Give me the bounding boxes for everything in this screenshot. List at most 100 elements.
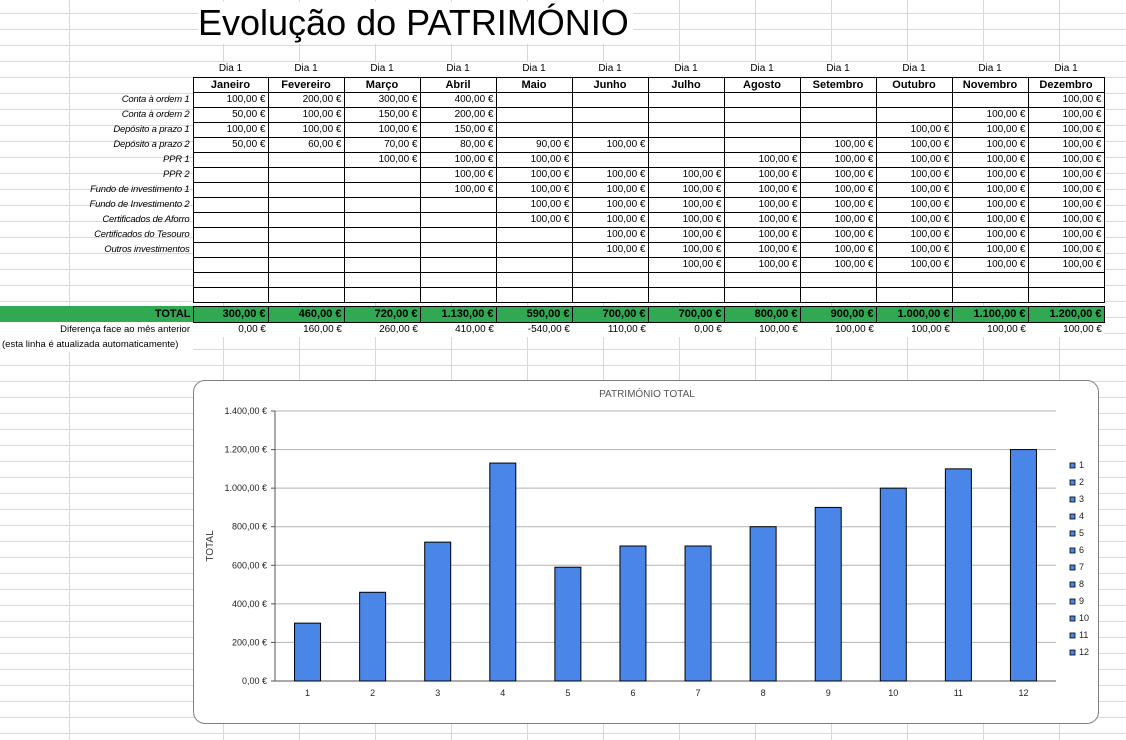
value-cell[interactable] [571, 271, 649, 288]
value-cell[interactable] [571, 121, 649, 138]
value-cell[interactable]: 60,00 € [267, 136, 345, 153]
month-header[interactable]: Julho [647, 76, 725, 93]
value-cell[interactable]: 150,00 € [343, 106, 421, 123]
difference-cell[interactable]: -540,00 € [496, 322, 572, 337]
value-cell[interactable] [343, 181, 421, 198]
value-cell[interactable]: 100,00 € [799, 256, 877, 273]
value-cell[interactable] [495, 121, 573, 138]
total-cell[interactable]: 720,00 € [343, 305, 421, 323]
value-cell[interactable] [571, 286, 649, 303]
month-header[interactable]: Agosto [723, 76, 801, 93]
day-label-cell[interactable]: Dia 1 [420, 62, 496, 77]
value-cell[interactable]: 100,00 € [723, 166, 801, 183]
difference-label[interactable]: Diferença face ao mês anterior [0, 322, 193, 337]
value-cell[interactable]: 100,00 € [647, 166, 725, 183]
value-cell[interactable]: 100,00 € [799, 241, 877, 258]
value-cell[interactable] [343, 226, 421, 243]
row-label[interactable]: Depósito a prazo 2 [113, 138, 190, 150]
value-cell[interactable] [951, 286, 1029, 303]
row-label[interactable]: PPR 1 [163, 153, 190, 165]
value-cell[interactable] [267, 226, 345, 243]
total-cell[interactable]: 700,00 € [647, 305, 725, 323]
row-label[interactable]: Depósito a prazo 1 [113, 123, 190, 135]
row-label[interactable]: Fundo de Investimento 2 [89, 198, 190, 210]
value-cell[interactable]: 400,00 € [419, 91, 497, 108]
value-cell[interactable] [647, 136, 725, 153]
value-cell[interactable]: 100,00 € [951, 166, 1029, 183]
value-cell[interactable]: 100,00 € [647, 211, 725, 228]
value-cell[interactable] [267, 271, 345, 288]
value-cell[interactable] [723, 286, 801, 303]
value-cell[interactable] [875, 91, 953, 108]
value-cell[interactable]: 100,00 € [951, 181, 1029, 198]
total-cell[interactable]: 460,00 € [267, 305, 345, 323]
value-cell[interactable] [647, 106, 725, 123]
value-cell[interactable] [192, 241, 269, 258]
total-cell[interactable]: 1.000,00 € [875, 305, 953, 323]
value-cell[interactable] [267, 286, 345, 303]
value-cell[interactable] [267, 241, 345, 258]
value-cell[interactable]: 100,00 € [951, 151, 1029, 168]
value-cell[interactable] [571, 91, 649, 108]
blank-cell[interactable] [0, 62, 193, 77]
value-cell[interactable] [495, 271, 573, 288]
value-cell[interactable] [723, 136, 801, 153]
row-label[interactable] [0, 257, 193, 272]
value-cell[interactable] [875, 271, 953, 288]
value-cell[interactable] [799, 106, 877, 123]
value-cell[interactable] [192, 226, 269, 243]
difference-cell[interactable]: 100,00 € [876, 322, 952, 337]
value-cell[interactable]: 200,00 € [267, 91, 345, 108]
day-label-cell[interactable]: Dia 1 [952, 62, 1028, 77]
row-label[interactable]: Fundo de investimento 1 [90, 183, 190, 195]
value-cell[interactable]: 100,00 € [419, 181, 497, 198]
row-label[interactable]: Outros investimentos [104, 243, 190, 255]
total-cell[interactable]: 590,00 € [495, 305, 573, 323]
total-cell[interactable]: 1.130,00 € [419, 305, 497, 323]
value-cell[interactable]: 100,00 € [267, 121, 345, 138]
value-cell[interactable] [875, 106, 953, 123]
value-cell[interactable]: 100,00 € [875, 226, 953, 243]
total-cell[interactable]: 1.100,00 € [951, 305, 1029, 323]
value-cell[interactable] [343, 286, 421, 303]
row-label[interactable]: Certificados de Aforro [102, 213, 190, 225]
difference-cell[interactable]: 100,00 € [952, 322, 1028, 337]
day-label-cell[interactable]: Dia 1 [344, 62, 420, 77]
value-cell[interactable]: 100,00 € [1027, 106, 1105, 123]
value-cell[interactable]: 150,00 € [419, 121, 497, 138]
value-cell[interactable] [495, 106, 573, 123]
value-cell[interactable]: 100,00 € [799, 166, 877, 183]
value-cell[interactable] [647, 286, 725, 303]
value-cell[interactable]: 100,00 € [951, 241, 1029, 258]
value-cell[interactable]: 100,00 € [419, 151, 497, 168]
value-cell[interactable]: 100,00 € [571, 241, 649, 258]
row-label[interactable]: PPR 2 [163, 168, 190, 180]
value-cell[interactable]: 100,00 € [951, 211, 1029, 228]
value-cell[interactable]: 100,00 € [951, 106, 1029, 123]
value-cell[interactable]: 100,00 € [495, 211, 573, 228]
value-cell[interactable]: 100,00 € [951, 121, 1029, 138]
value-cell[interactable] [343, 241, 421, 258]
value-cell[interactable] [343, 196, 421, 213]
month-header[interactable]: Janeiro [192, 76, 269, 93]
row-label[interactable]: Conta à ordem 1 [121, 93, 190, 105]
day-label-cell[interactable]: Dia 1 [876, 62, 952, 77]
day-label-cell[interactable]: Dia 1 [1028, 62, 1104, 77]
value-cell[interactable] [723, 106, 801, 123]
value-cell[interactable]: 100,00 € [1027, 196, 1105, 213]
difference-cell[interactable]: 100,00 € [800, 322, 876, 337]
value-cell[interactable] [495, 226, 573, 243]
value-cell[interactable]: 100,00 € [875, 181, 953, 198]
value-cell[interactable] [343, 166, 421, 183]
value-cell[interactable]: 100,00 € [799, 136, 877, 153]
value-cell[interactable]: 100,00 € [1027, 91, 1105, 108]
row-label[interactable] [0, 287, 193, 302]
month-header[interactable]: Maio [495, 76, 573, 93]
value-cell[interactable] [495, 256, 573, 273]
value-cell[interactable]: 100,00 € [875, 211, 953, 228]
value-cell[interactable]: 100,00 € [571, 166, 649, 183]
difference-cell[interactable]: 100,00 € [1028, 322, 1104, 337]
month-header[interactable]: Setembro [799, 76, 877, 93]
value-cell[interactable]: 100,00 € [343, 151, 421, 168]
value-cell[interactable] [723, 271, 801, 288]
